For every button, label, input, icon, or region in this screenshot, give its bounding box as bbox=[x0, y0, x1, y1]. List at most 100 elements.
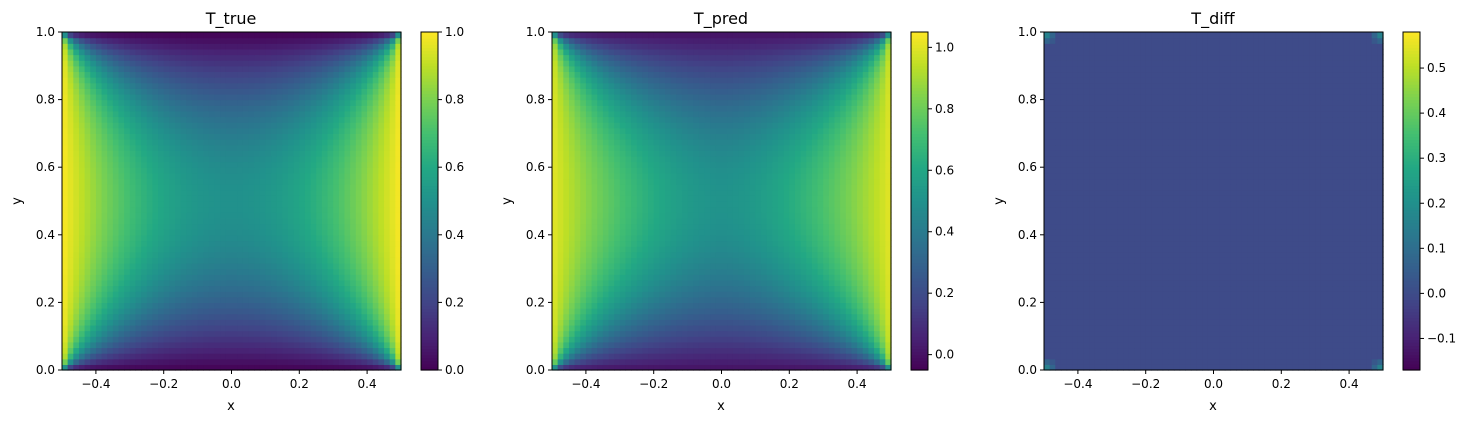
heatmap-cell bbox=[112, 206, 120, 213]
heatmap-cell bbox=[851, 358, 858, 365]
heatmap-cell bbox=[293, 133, 300, 140]
heatmap-cell bbox=[563, 319, 570, 326]
colorbar-segment bbox=[421, 133, 438, 138]
heatmap-cell bbox=[304, 105, 312, 112]
heatmap-cell bbox=[288, 43, 295, 50]
heatmap-cell bbox=[180, 268, 187, 275]
heatmap-cell bbox=[214, 133, 221, 140]
heatmap-cell bbox=[231, 319, 238, 326]
y-tick-group: 0.00.20.40.60.81.0 bbox=[36, 25, 62, 377]
heatmap-cell bbox=[112, 313, 120, 320]
heatmap-cell bbox=[384, 217, 391, 225]
heatmap-cell bbox=[338, 65, 346, 73]
heatmap-cell bbox=[186, 206, 193, 213]
heatmap-cell bbox=[107, 201, 114, 208]
heatmap-cell bbox=[259, 99, 266, 106]
heatmap-cell bbox=[265, 116, 272, 123]
heatmap-cell bbox=[288, 240, 295, 247]
heatmap-cell bbox=[231, 324, 238, 332]
heatmap-cell bbox=[220, 268, 227, 275]
heatmap-cell bbox=[197, 251, 204, 258]
heatmap-cell bbox=[208, 274, 216, 281]
heatmap-cell bbox=[175, 88, 182, 95]
heatmap-cell bbox=[355, 133, 363, 140]
heatmap-cell bbox=[338, 133, 346, 140]
heatmap-cell bbox=[304, 319, 312, 326]
heatmap-cell bbox=[118, 246, 125, 253]
heatmap-cell bbox=[648, 313, 655, 320]
heatmap-cell bbox=[208, 88, 216, 95]
heatmap-cell bbox=[242, 161, 250, 168]
heatmap-cell bbox=[101, 116, 108, 123]
heatmap-cell bbox=[316, 150, 323, 157]
colorbar-segment bbox=[421, 333, 438, 337]
heatmap-cell bbox=[186, 246, 193, 253]
heatmap-cell bbox=[580, 341, 587, 349]
heatmap-cell bbox=[687, 251, 694, 258]
heatmap-cell bbox=[395, 268, 402, 275]
heatmap-cell bbox=[304, 274, 312, 281]
heatmap-cell bbox=[304, 206, 312, 213]
colorbar-segment bbox=[421, 167, 438, 171]
heatmap-cell bbox=[828, 313, 836, 320]
heatmap-cell bbox=[90, 319, 97, 326]
heatmap-cell bbox=[653, 257, 660, 264]
heatmap-cell bbox=[378, 341, 385, 349]
heatmap-cell bbox=[135, 54, 142, 61]
heatmap-cell bbox=[800, 358, 807, 365]
heatmap-cell bbox=[62, 217, 69, 225]
heatmap-cell bbox=[254, 184, 261, 191]
heatmap-cell bbox=[208, 105, 216, 112]
heatmap-cell bbox=[744, 279, 751, 287]
heatmap-cell bbox=[242, 324, 250, 332]
heatmap-cell bbox=[152, 99, 159, 106]
heatmap-cell bbox=[327, 60, 334, 67]
heatmap-cell bbox=[169, 285, 176, 292]
heatmap-cell bbox=[180, 161, 187, 168]
heatmap-cell bbox=[321, 279, 329, 287]
colorbar-segment bbox=[421, 111, 438, 116]
heatmap-cell bbox=[851, 313, 858, 320]
heatmap-cell bbox=[67, 257, 74, 264]
heatmap-cell bbox=[299, 32, 306, 39]
heatmap-cell bbox=[715, 347, 723, 354]
heatmap-cell bbox=[772, 330, 779, 337]
heatmap-cell bbox=[310, 296, 317, 303]
heatmap-cell bbox=[78, 37, 86, 44]
heatmap-cell bbox=[851, 302, 858, 309]
heatmap-cell bbox=[163, 246, 170, 253]
heatmap-cell bbox=[197, 234, 204, 242]
heatmap-cell bbox=[299, 48, 306, 56]
heatmap-cell bbox=[766, 262, 773, 270]
heatmap-cell bbox=[101, 161, 108, 168]
heatmap-cell bbox=[146, 99, 153, 106]
heatmap-cell bbox=[597, 268, 604, 275]
heatmap-cell bbox=[146, 88, 153, 95]
heatmap-cell bbox=[282, 77, 289, 84]
heatmap-cell bbox=[141, 257, 148, 264]
heatmap-cell bbox=[293, 127, 300, 134]
heatmap-cell bbox=[208, 268, 216, 275]
heatmap-cell bbox=[299, 161, 306, 168]
heatmap-cell bbox=[95, 223, 103, 230]
heatmap-cell bbox=[355, 364, 363, 371]
heatmap-cell bbox=[101, 122, 108, 129]
colorbar-segment bbox=[421, 179, 438, 184]
heatmap-cell bbox=[794, 296, 802, 303]
heatmap-cell bbox=[293, 291, 300, 298]
heatmap-cell bbox=[727, 291, 734, 298]
heatmap-cell bbox=[186, 353, 193, 360]
heatmap-cell bbox=[180, 364, 187, 371]
heatmap-cell bbox=[248, 167, 255, 174]
heatmap-cell bbox=[778, 313, 785, 320]
heatmap-cell bbox=[338, 161, 346, 168]
heatmap-cell bbox=[225, 82, 233, 89]
heatmap-cell bbox=[817, 302, 824, 309]
heatmap-cell bbox=[90, 341, 97, 349]
heatmap-cell bbox=[857, 262, 864, 270]
heatmap-cell bbox=[276, 229, 283, 236]
heatmap-cell bbox=[614, 308, 621, 315]
heatmap-cell bbox=[316, 308, 323, 315]
heatmap-cell bbox=[254, 234, 261, 242]
heatmap-cell bbox=[186, 150, 193, 157]
